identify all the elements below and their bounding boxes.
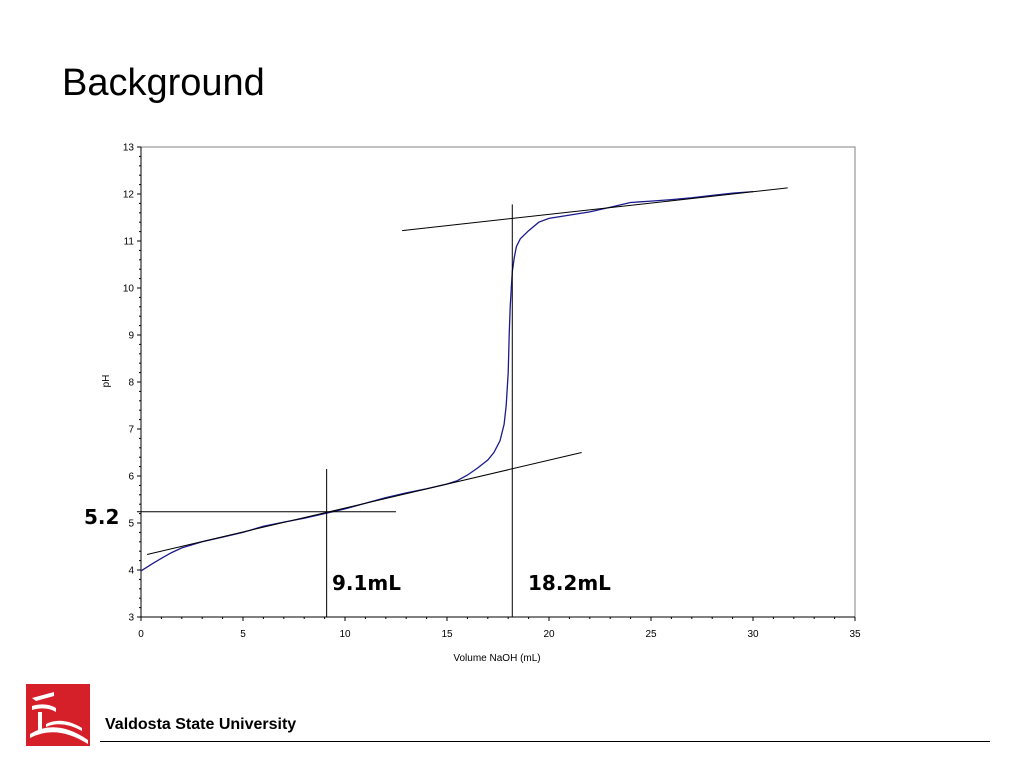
- footer-university-name: Valdosta State University: [105, 716, 297, 733]
- x-tick-label: 15: [441, 629, 453, 640]
- x-tick-label: 0: [138, 629, 144, 640]
- university-seal-icon: [26, 684, 90, 746]
- tangent-line-buffer-region: [147, 452, 582, 555]
- y-tick-label: 7: [128, 425, 134, 436]
- plot-frame: [140, 146, 856, 618]
- y-axis-title: pH: [101, 375, 112, 388]
- chart-marks: [136, 187, 788, 617]
- plot-area: 3 4 5 6 7 8 9 10 11 12 13 0 5 10 15 20 25 30 35: [123, 143, 861, 641]
- y-tick-label: 10: [123, 284, 135, 295]
- x-tick-label: 35: [849, 629, 861, 640]
- x-tick-label: 25: [645, 629, 657, 640]
- y-tick-label: 6: [128, 472, 134, 483]
- slide-title: Background: [62, 62, 265, 104]
- x-tick-label: 30: [747, 629, 759, 640]
- y-tick-label: 11: [124, 237, 135, 248]
- x-tick-label: 10: [339, 629, 351, 640]
- annotation-half-equivalence-volume: 9.1mL: [332, 571, 401, 595]
- annotation-equivalence-volume: 18.2mL: [528, 571, 611, 595]
- y-tick-label: 13: [123, 143, 135, 154]
- x-tick-label: 5: [240, 629, 246, 640]
- y-tick-label: 3: [128, 613, 134, 624]
- y-tick-label: 9: [128, 331, 134, 342]
- footer-divider: [100, 741, 990, 742]
- y-tick-label: 5: [128, 519, 134, 530]
- y-tick-label: 8: [128, 378, 134, 389]
- y-tick-label: 12: [123, 190, 135, 201]
- annotation-ph-half-equivalence: 5.2: [84, 505, 119, 529]
- tangent-line-excess-base: [402, 187, 788, 232]
- x-tick-label: 20: [543, 629, 555, 640]
- y-tick-label: 4: [128, 566, 134, 577]
- x-axis-title: Volume NaOH (mL): [453, 653, 540, 664]
